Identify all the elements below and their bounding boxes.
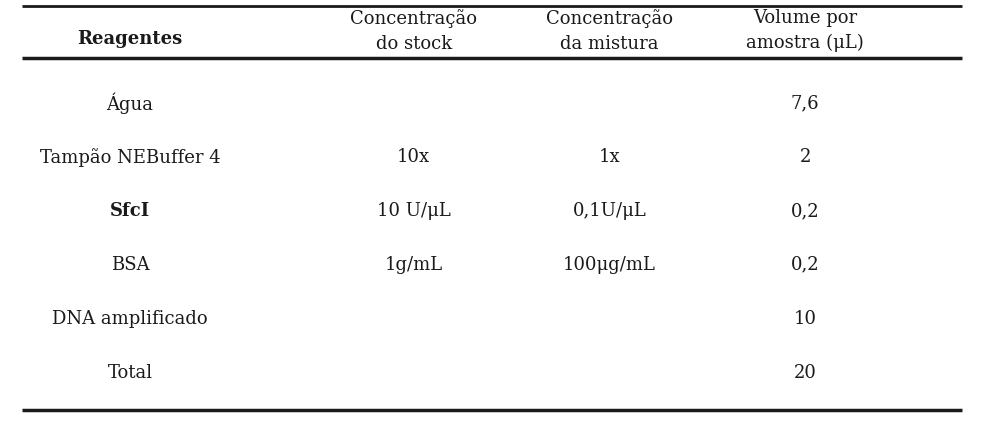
- Text: Concentração
da mistura: Concentração da mistura: [546, 9, 673, 53]
- Text: Água: Água: [106, 93, 154, 114]
- Text: 10: 10: [794, 310, 817, 328]
- Text: 1x: 1x: [598, 148, 620, 166]
- Text: Reagentes: Reagentes: [78, 30, 183, 48]
- Text: 100μg/mL: 100μg/mL: [563, 256, 656, 274]
- Text: 0,1U/μL: 0,1U/μL: [573, 202, 646, 220]
- Text: Concentração
do stock: Concentração do stock: [350, 9, 477, 53]
- Text: Volume por
amostra (μL): Volume por amostra (μL): [746, 9, 864, 52]
- Text: DNA amplificado: DNA amplificado: [52, 310, 208, 328]
- Text: 0,2: 0,2: [791, 256, 820, 274]
- Text: 10 U/μL: 10 U/μL: [377, 202, 451, 220]
- Text: BSA: BSA: [110, 256, 150, 274]
- Text: 10x: 10x: [398, 148, 430, 166]
- Text: 0,2: 0,2: [791, 202, 820, 220]
- Text: Total: Total: [107, 364, 153, 381]
- Text: 20: 20: [794, 364, 817, 381]
- Text: Tampão NEBuffer 4: Tampão NEBuffer 4: [39, 148, 220, 167]
- Text: 2: 2: [799, 148, 811, 166]
- Text: SfcI: SfcI: [110, 202, 151, 220]
- Text: 1g/mL: 1g/mL: [385, 256, 443, 274]
- Text: 7,6: 7,6: [791, 94, 820, 112]
